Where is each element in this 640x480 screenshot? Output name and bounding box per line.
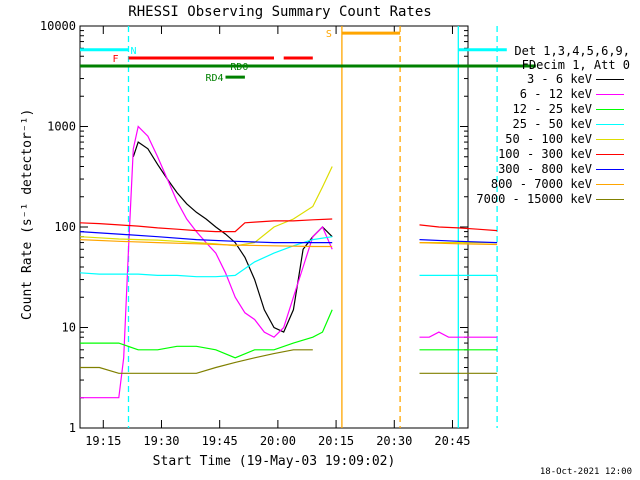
x-tick-label: 20:45: [434, 434, 470, 448]
legend-item-label: 3 - 6 keV: [526, 72, 592, 86]
legend-item-label: 25 - 50 keV: [512, 117, 592, 131]
y-tick-label: 10000: [40, 19, 76, 33]
flag-label: RD0: [230, 62, 248, 73]
series-line-1-after-gap: [419, 331, 498, 338]
legend-item: 800 - 7000 keV: [470, 177, 630, 192]
x-tick-label: 20:15: [318, 434, 354, 448]
legend-item-label: 6 - 12 keV: [519, 87, 592, 101]
legend-item-label: 800 - 7000 keV: [490, 177, 592, 191]
x-tick-label: 19:45: [202, 434, 238, 448]
legend-item: 50 - 100 keV: [470, 132, 630, 147]
flag-label: N: [131, 46, 137, 57]
legend-item-label: 7000 - 15000 keV: [476, 192, 592, 206]
legend-item-swatch: [596, 154, 624, 155]
x-tick-label: 19:30: [143, 434, 179, 448]
series-line-5-after-gap: [419, 224, 498, 232]
legend-item: 25 - 50 keV: [470, 117, 630, 132]
x-axis-label: Start Time (19-May-03 19:09:02): [152, 454, 396, 469]
flag-label: F: [112, 54, 118, 65]
series-line-8: [80, 349, 313, 374]
legend-item-label: 12 - 25 keV: [512, 102, 592, 116]
flag-label: RD4: [205, 73, 223, 84]
legend-item: 3 - 6 keV: [470, 72, 630, 87]
y-axis-label: Count Rate (s⁻¹ detector⁻¹): [20, 108, 35, 320]
legend-item-swatch: [596, 139, 624, 140]
timestamp-footer: 18-Oct-2021 12:00: [539, 467, 632, 477]
chart-title: RHESSI Observing Summary Count Rates: [128, 4, 432, 20]
y-tick-label: 10: [62, 321, 76, 335]
y-tick-label: 100: [54, 220, 76, 234]
series-line-7: [79, 239, 333, 248]
y-tick-label: 1: [69, 421, 76, 435]
legend-item-label: 50 - 100 keV: [505, 132, 592, 146]
legend-item-swatch: [596, 199, 624, 200]
x-tick-label: 20:00: [260, 434, 296, 448]
legend-item: 6 - 12 keV: [470, 87, 630, 102]
legend-item-swatch: [596, 184, 624, 185]
series-line-4: [79, 166, 333, 247]
legend-item-swatch: [596, 94, 624, 95]
legend-attenuator-info: FDecim 1, Att 0: [521, 58, 630, 72]
series-line-5: [79, 218, 333, 233]
legend-item: 300 - 800 keV: [470, 162, 630, 177]
legend-item-swatch: [596, 169, 624, 170]
flag-label: S: [326, 29, 332, 40]
legend-item-swatch: [596, 109, 624, 110]
series-line-0: [132, 141, 333, 333]
legend-item: 7000 - 15000 keV: [470, 192, 630, 207]
legend-item-label: 300 - 800 keV: [498, 162, 592, 176]
series-line-6-after-gap: [419, 239, 498, 244]
series-line-7-after-gap: [419, 242, 498, 246]
legend-item: 12 - 25 keV: [470, 102, 630, 117]
series-line-3: [79, 236, 333, 278]
y-tick-label: 1000: [47, 120, 76, 134]
x-tick-label: 19:15: [85, 434, 121, 448]
series-line-1: [80, 125, 333, 399]
legend-detector-info: Det 1,3,4,5,6,9,: [514, 44, 630, 58]
series-line-6: [79, 231, 333, 244]
legend-item: 100 - 300 keV: [470, 147, 630, 162]
legend-item-swatch: [596, 124, 624, 125]
legend-item-label: 100 - 300 keV: [498, 147, 592, 161]
legend-item-swatch: [596, 79, 624, 80]
series-line-2: [80, 309, 333, 359]
x-tick-label: 20:30: [376, 434, 412, 448]
legend: Det 1,3,4,5,6,9, FDecim 1, Att 0 3 - 6 k…: [470, 44, 630, 207]
